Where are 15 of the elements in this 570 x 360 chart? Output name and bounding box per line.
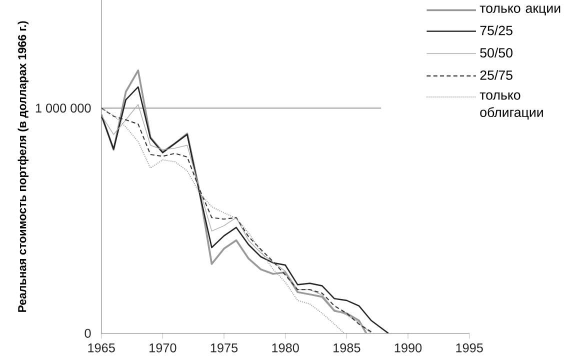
x-tick-label: 1965 — [88, 343, 115, 352]
legend-label: только акции — [480, 6, 560, 16]
legend-label: 50/50 — [480, 48, 512, 58]
legend-label: 75/25 — [480, 25, 512, 36]
x-tick-label: 1970 — [150, 343, 176, 352]
legend-label: 25/75 — [480, 70, 512, 80]
y-tick-label: 0 — [84, 328, 91, 338]
x-tick-label: 1975 — [210, 343, 238, 352]
x-tick-label: 1985 — [334, 343, 360, 352]
y-axis-title: Реальная стоимость портфеля (в долларах 1966 г.) — [18, 21, 28, 312]
x-tick-label: 1995 — [456, 343, 483, 352]
legend-label: только облигации — [480, 92, 543, 120]
x-tick-label: 1990 — [394, 343, 422, 352]
x-tick-label: 1980 — [272, 343, 299, 352]
y-tick-label: 1 000 000 — [36, 104, 91, 113]
